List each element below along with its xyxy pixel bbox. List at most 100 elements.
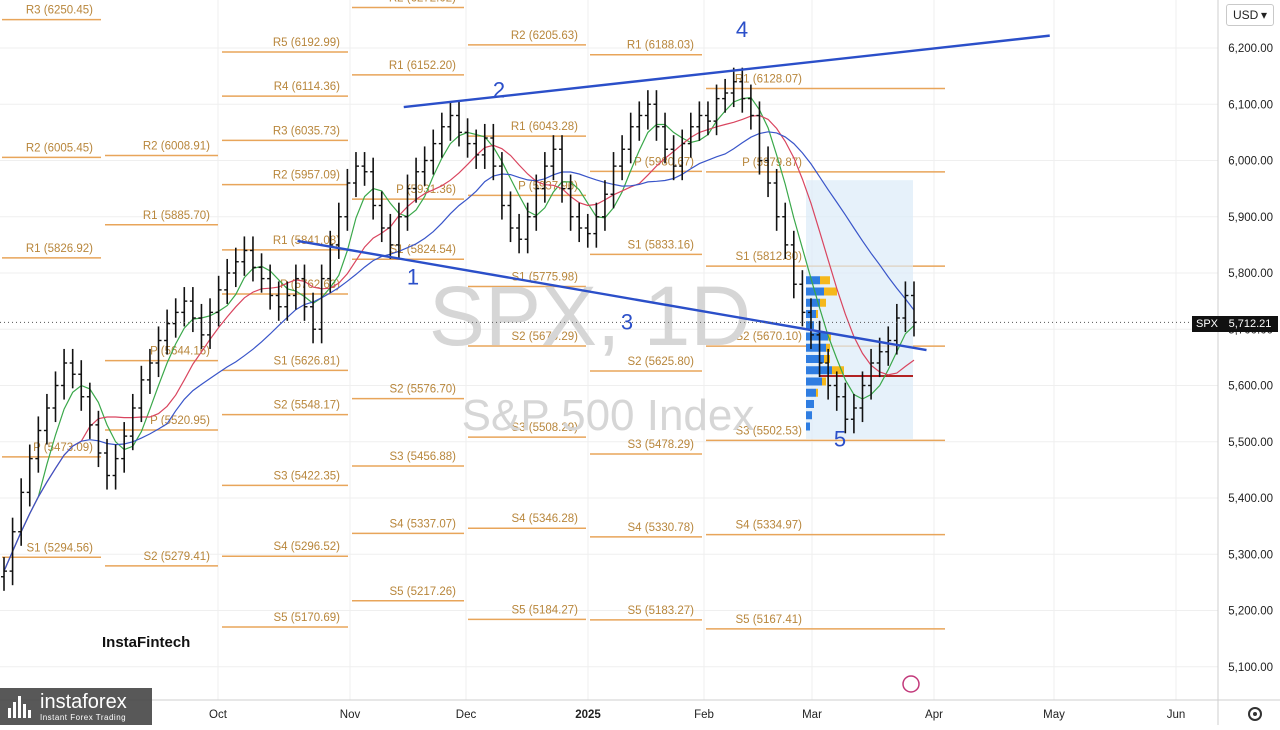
pivot-level-label: S3 (5502.53) (736, 425, 803, 437)
instaforex-logo: instaforex Instant Forex Trading (0, 688, 152, 725)
pivot-level-label: R1 (6152.20) (389, 60, 456, 72)
pivot-level-label: P (5520.95) (150, 415, 210, 427)
volume-profile-bar (806, 377, 822, 386)
volume-profile-bar (806, 343, 826, 352)
pivot-level-label: S3 (5478.29) (628, 439, 695, 451)
time-tick-label: Dec (456, 709, 477, 721)
pivot-level-label: R5 (6192.99) (273, 37, 340, 49)
volume-profile-bar-hi (826, 343, 830, 352)
time-tick-label: Feb (694, 709, 714, 721)
pivot-level-label: S4 (5296.52) (274, 541, 341, 553)
volume-profile-bar-hi (828, 332, 831, 341)
pivot-level-label: S2 (5670.10) (736, 331, 803, 343)
pivot-level-label: S5 (5170.69) (274, 612, 341, 624)
currency-label: USD (1233, 8, 1259, 22)
gear-icon[interactable] (1248, 707, 1262, 721)
volume-profile-bar-hi (816, 388, 818, 397)
time-tick-label: Mar (802, 709, 822, 721)
time-tick-label: Nov (340, 709, 361, 721)
brand-text: InstaFintech (102, 633, 191, 651)
price-tick-label: 5,100.00 (1228, 662, 1273, 674)
pivot-level-label: S3 (5422.35) (274, 470, 341, 482)
pivot-level-label: R2 (6008.91) (143, 140, 210, 152)
pivot-level-label: S5 (5184.27) (512, 604, 579, 616)
pivot-level-label: S3 (5456.88) (390, 451, 457, 463)
volume-profile-bar-hi (820, 298, 826, 307)
pivot-level-label: S5 (5167.41) (736, 614, 803, 626)
pivot-level-label: S2 (5670.29) (512, 331, 579, 343)
volume-profile-bar-hi (822, 377, 826, 386)
pivot-level-label: R1 (5841.08) (273, 235, 340, 247)
wave-label-4: 4 (736, 17, 748, 42)
pivot-level-label: R3 (6250.45) (26, 5, 93, 17)
pivot-level-label: R1 (6128.07) (735, 73, 802, 85)
pivot-level-label: S3 (5508.29) (512, 422, 579, 434)
trendline-1 (403, 34, 1050, 109)
pivot-level-label: S2 (5548.17) (274, 400, 341, 412)
moving-average-10 (3, 114, 915, 572)
price-tick-label: 5,400.00 (1228, 493, 1273, 505)
pivot-level-label: P (5979.87) (742, 157, 802, 169)
pivot-level-label: S1 (5626.81) (274, 355, 341, 367)
currency-select[interactable]: USD ▾ (1226, 4, 1274, 26)
pivot-level-label: S4 (5346.28) (512, 513, 579, 525)
pivot-level-label: R2 (6205.63) (511, 30, 578, 42)
volume-profile-bar-hi (816, 310, 818, 318)
pivot-level-label: S5 (5183.27) (628, 605, 695, 617)
price-tick-label: 5,300.00 (1228, 549, 1273, 561)
pivot-level-label: S1 (5833.16) (628, 239, 695, 251)
pivot-level-label: S5 (5217.26) (390, 586, 457, 598)
time-tick-label: 2025 (575, 709, 601, 721)
pivot-level-label: P (5931.36) (396, 184, 456, 196)
volume-profile-bar (806, 276, 820, 285)
brand-box: InstaFintech (92, 620, 202, 664)
pivot-level-label: P (5473.09) (33, 442, 93, 454)
pivot-level-label: S1 (5812.30) (736, 251, 803, 263)
wave-label-2: 2 (493, 78, 505, 103)
volume-profile-bar (806, 298, 820, 307)
price-tick-label: 6,200.00 (1228, 43, 1273, 55)
price-tick-label: 5,600.00 (1228, 381, 1273, 393)
symbol-price-tag: SPX (1192, 316, 1223, 332)
watermark-name: S&P 500 Index (462, 391, 755, 440)
time-tick-label: Apr (925, 709, 943, 721)
pivot-level-label: R1 (6043.28) (511, 121, 578, 133)
volume-profile-bar (806, 355, 824, 363)
chevron-down-icon: ▾ (1260, 8, 1267, 22)
wave-label-1: 1 (407, 264, 419, 289)
price-tick-label: 5,800.00 (1228, 268, 1273, 280)
volume-profile-bar (806, 411, 812, 420)
pivot-level-label: P (5980.67) (634, 156, 694, 168)
time-tick-label: Jun (1167, 709, 1186, 721)
price-tick-label: 5,500.00 (1228, 437, 1273, 449)
volume-profile-bar (806, 332, 828, 341)
wave-label-5: 5 (834, 426, 846, 451)
pivot-level-label: S4 (5330.78) (628, 522, 695, 534)
pivot-level-label: R4 (6114.36) (274, 81, 340, 93)
volume-profile-bar-hi (824, 287, 837, 296)
pivot-level-label: R2 (6005.45) (26, 142, 93, 154)
volume-profile-bar-hi (824, 355, 830, 363)
pivot-level-label: R2 (6272.02) (389, 0, 456, 4)
volume-profile-bar (806, 400, 814, 408)
pivot-level-label: R1 (6188.03) (627, 40, 694, 52)
volume-profile-bar-hi (820, 276, 830, 285)
pivot-level-label: R1 (5826.92) (26, 243, 93, 255)
pivot-level-label: S2 (5279.41) (144, 551, 211, 563)
logo-main-text: instaforex (40, 690, 127, 713)
pivot-level-label: S1 (5824.54) (390, 244, 457, 256)
watermark-symbol: SPX, 1D (429, 269, 751, 363)
wave-label-3: 3 (621, 309, 633, 334)
volume-profile-bar (806, 388, 816, 397)
moving-average-20 (3, 131, 915, 572)
pivot-level-label: R1 (5885.70) (143, 210, 210, 222)
time-tick-label: Oct (209, 709, 228, 721)
volume-profile-bar (806, 422, 810, 431)
event-icon (902, 675, 920, 693)
pivot-level-label: S4 (5334.97) (736, 520, 803, 532)
last-price-tag: 5,712.21 (1222, 316, 1278, 332)
pivot-level-label: S1 (5294.56) (27, 542, 94, 554)
time-tick-label: May (1043, 709, 1065, 721)
